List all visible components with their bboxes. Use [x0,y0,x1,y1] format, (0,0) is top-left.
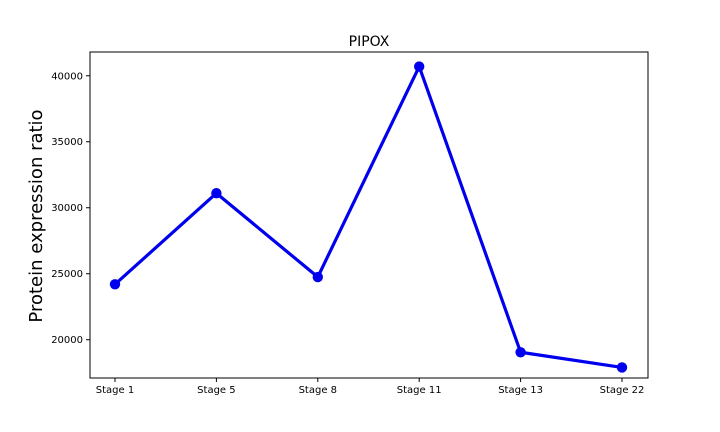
x-tick-label: Stage 1 [96,385,134,396]
plot-area-frame [89,51,649,379]
x-tick-label: Stage 8 [299,385,337,396]
series-line [113,64,623,370]
y-axis: 20000 25000 30000 35000 40000 [51,71,90,346]
y-axis-label: Protein expression ratio [26,109,47,322]
data-point [616,362,628,373]
x-tick-label: Stage 5 [197,385,235,396]
data-point [312,271,323,283]
y-tick-label: 40000 [51,71,83,82]
chart-title: PIPOX [349,34,390,50]
y-tick-label: 30000 [51,203,83,214]
data-point [211,188,222,199]
data-point [515,347,526,358]
data-point [414,61,425,72]
x-tick-label: Stage 11 [397,385,442,396]
data-point [109,279,121,290]
y-tick-label: 35000 [51,137,83,148]
x-axis: Stage 1 Stage 5 Stage 8 Stage 11 Stage 13 Sta… [96,378,645,396]
y-tick-label: 20000 [51,335,83,346]
x-tick-label: Stage 22 [600,385,645,396]
series-layer [109,61,628,373]
y-tick-label: 25000 [51,269,83,280]
x-tick-label: Stage 13 [498,385,543,396]
